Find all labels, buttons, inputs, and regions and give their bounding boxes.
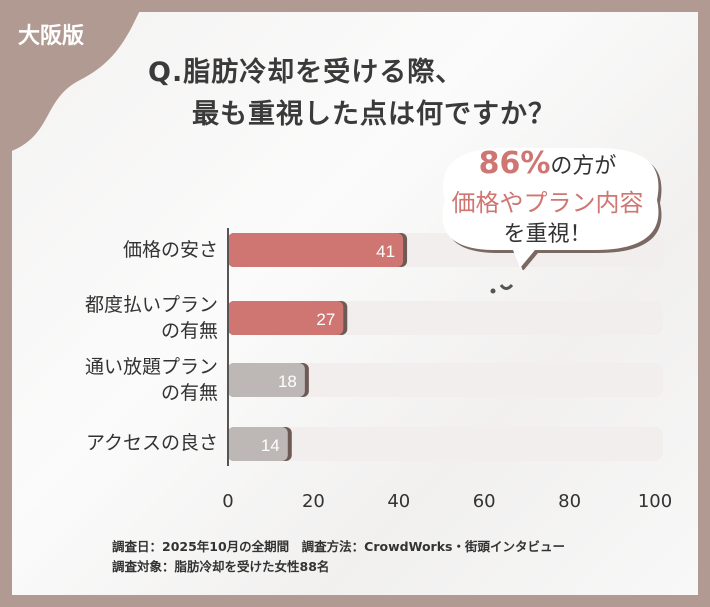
bar-value-label: 14 [261,436,280,455]
callout-percent: 86% [478,146,551,181]
callout-line1: 86%の方が [425,146,670,181]
region-badge: 大阪版 [18,24,85,49]
bar [228,427,288,461]
footer-survey-target: 調査対象：脂肪冷却を受けた女性88名 [112,559,330,574]
x-tick-label: 100 [638,491,672,512]
bar [228,301,344,335]
category-label: 通い放題プラン の有無 [84,356,218,404]
category-label: 都度払いプラン の有無 [84,294,218,342]
tail-dots [490,283,514,294]
corner-decoration [0,0,145,155]
x-tick-label: 40 [387,491,410,512]
bar-value-label: 41 [376,242,395,261]
callout-text: の方が [550,154,617,179]
callout-bubble [442,148,662,270]
bar [228,363,305,397]
bar [228,233,404,267]
category-label: 価格の安さ [122,239,218,261]
x-tick-label: 80 [558,491,581,512]
x-tick-label: 0 [222,491,233,512]
bar-track [228,427,663,461]
x-tick-label: 20 [302,491,325,512]
x-tick-label: 60 [473,491,496,512]
footer-survey-info: 調査日：2025年10月の全期間 調査方法：CrowdWorks・街頭インタビュ… [112,539,565,554]
category-label: アクセスの良さ [85,432,218,454]
callout-line2: 価格やプラン内容 [451,189,644,217]
bar-value-label: 27 [316,310,335,329]
page-title-line1: Q.脂肪冷却を受ける際、 [148,57,464,88]
bar-value-label: 18 [278,372,297,391]
callout-line3: を重視！ [503,222,592,247]
page-title-line2: 最も重視した点は何ですか？ [192,99,556,130]
bar-track [228,363,663,397]
